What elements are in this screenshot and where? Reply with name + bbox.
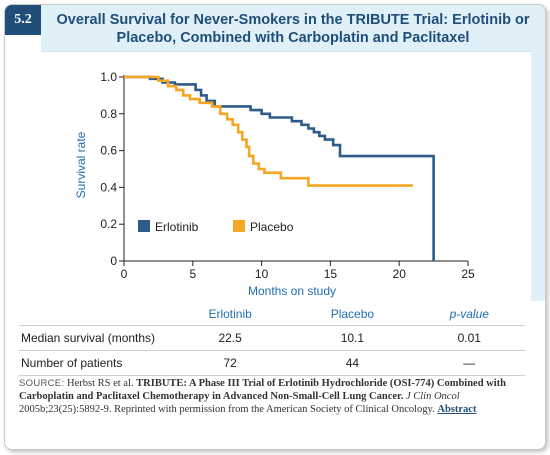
- cell-p-value: 0.01: [413, 325, 525, 351]
- y-axis-label: Survival rate: [74, 131, 88, 198]
- cell-p-value: —: [413, 350, 525, 376]
- legend-swatch-placebo: [233, 220, 245, 232]
- title-line-1: Overall Survival for Never-Smokers in th…: [56, 12, 530, 28]
- row-label: Number of patients: [19, 350, 169, 376]
- cell-placebo: 44: [291, 350, 414, 376]
- table-header-row: Erlotinib Placebo p-value: [19, 303, 525, 326]
- x-tick-label: 10: [255, 267, 269, 281]
- y-tick-label: 0.4: [100, 180, 117, 194]
- table-header-blank: [19, 303, 169, 326]
- y-tick-label: 0.2: [100, 217, 117, 231]
- x-tick-label: 20: [393, 267, 407, 281]
- title-bar: Overall Survival for Never-Smokers in th…: [41, 5, 545, 52]
- series-line-placebo: [124, 75, 413, 187]
- side-accent-strip: [531, 51, 545, 301]
- source-article-title: TRIBUTE: A Phase III Trial of Erlotinib …: [19, 378, 507, 402]
- table-row: Number of patients 72 44 —: [19, 350, 525, 376]
- table-header-p-value: p-value: [449, 307, 489, 321]
- figure-number-badge: 5.2: [5, 5, 41, 35]
- figure-card: 5.2 Overall Survival for Never-Smokers i…: [4, 4, 546, 450]
- table-header-placebo: Placebo: [330, 307, 375, 321]
- source-citation: SOURCE: Herbst RS et al. TRIBUTE: A Phas…: [19, 377, 525, 416]
- chart-series: [124, 75, 435, 261]
- x-tick-label: 15: [324, 267, 338, 281]
- x-tick-label: 25: [461, 267, 475, 281]
- x-tick-label: 5: [189, 267, 196, 281]
- x-axis-label: Months on study: [248, 284, 336, 298]
- figure-title: Overall Survival for Never-Smokers in th…: [41, 11, 545, 47]
- series-line-erlotinib: [124, 75, 435, 261]
- source-label: SOURCE:: [19, 378, 65, 389]
- y-tick-label: 0.8: [100, 107, 117, 121]
- source-journal: J Clin Oncol: [405, 391, 460, 402]
- y-tick-label: 0: [110, 254, 117, 268]
- table-header-erlotinib: Erlotinib: [208, 307, 252, 321]
- source-authors: Herbst RS et al.: [67, 378, 134, 389]
- abstract-link[interactable]: Abstract: [437, 404, 477, 415]
- chart-axes: 0 5 10 15 20 25 0 0.2 0.4 0.6 0.8 1.0: [100, 70, 475, 281]
- source-details: 2005b;23(25):5892-9. Reprinted with perm…: [19, 404, 435, 415]
- legend-label-erlotinib: Erlotinib: [155, 220, 199, 234]
- cell-erlotinib: 72: [169, 350, 292, 376]
- legend-label-placebo: Placebo: [250, 220, 294, 234]
- results-table: Erlotinib Placebo p-value Median surviva…: [19, 303, 525, 376]
- legend-swatch-erlotinib: [138, 220, 150, 232]
- chart-legend: Erlotinib Placebo: [138, 220, 294, 234]
- cell-erlotinib: 22.5: [169, 325, 292, 351]
- y-tick-label: 0.6: [100, 144, 117, 158]
- row-label: Median survival (months): [19, 325, 169, 351]
- x-tick-label: 0: [121, 267, 128, 281]
- title-line-2: Placebo, Combined with Carboplatin and P…: [116, 30, 470, 46]
- survival-chart: 0 5 10 15 20 25 0 0.2 0.4 0.6 0.8 1.0 Erlotinib Pla…: [74, 70, 475, 298]
- cell-placebo: 10.1: [291, 325, 414, 351]
- table-row: Median survival (months) 22.5 10.1 0.01: [19, 325, 525, 351]
- y-tick-label: 1.0: [100, 70, 117, 84]
